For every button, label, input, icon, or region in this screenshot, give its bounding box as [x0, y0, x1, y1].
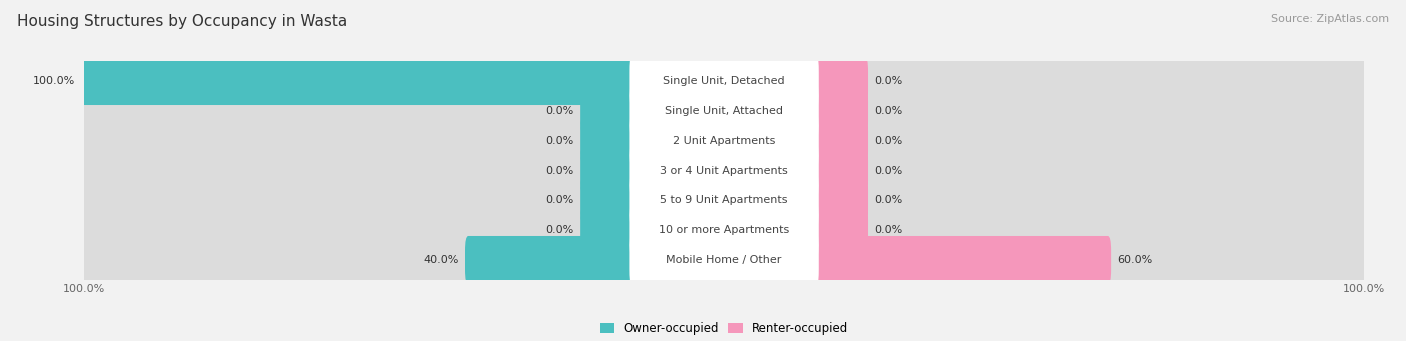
Text: 5 to 9 Unit Apartments: 5 to 9 Unit Apartments: [661, 195, 787, 205]
Text: Housing Structures by Occupancy in Wasta: Housing Structures by Occupancy in Wasta: [17, 14, 347, 29]
Text: 0.0%: 0.0%: [875, 76, 903, 86]
Text: Mobile Home / Other: Mobile Home / Other: [666, 255, 782, 265]
FancyBboxPatch shape: [630, 137, 818, 204]
Text: 0.0%: 0.0%: [875, 136, 903, 146]
FancyBboxPatch shape: [581, 146, 638, 195]
FancyBboxPatch shape: [630, 227, 818, 293]
FancyBboxPatch shape: [82, 57, 638, 105]
Text: 3 or 4 Unit Apartments: 3 or 4 Unit Apartments: [661, 165, 787, 176]
FancyBboxPatch shape: [581, 87, 638, 135]
FancyBboxPatch shape: [810, 176, 868, 225]
FancyBboxPatch shape: [630, 107, 818, 174]
Text: Single Unit, Detached: Single Unit, Detached: [664, 76, 785, 86]
FancyBboxPatch shape: [79, 197, 1369, 264]
Text: 0.0%: 0.0%: [875, 195, 903, 205]
Text: 0.0%: 0.0%: [546, 106, 574, 116]
FancyBboxPatch shape: [810, 236, 1111, 284]
Text: 2 Unit Apartments: 2 Unit Apartments: [673, 136, 775, 146]
Legend: Owner-occupied, Renter-occupied: Owner-occupied, Renter-occupied: [600, 322, 848, 335]
FancyBboxPatch shape: [810, 116, 868, 165]
Text: 0.0%: 0.0%: [875, 165, 903, 176]
Text: 10 or more Apartments: 10 or more Apartments: [659, 225, 789, 235]
Text: 0.0%: 0.0%: [546, 165, 574, 176]
FancyBboxPatch shape: [810, 87, 868, 135]
Text: Source: ZipAtlas.com: Source: ZipAtlas.com: [1271, 14, 1389, 24]
Text: 0.0%: 0.0%: [546, 195, 574, 205]
FancyBboxPatch shape: [79, 137, 1369, 204]
FancyBboxPatch shape: [630, 48, 818, 114]
FancyBboxPatch shape: [79, 77, 1369, 144]
Text: 60.0%: 60.0%: [1118, 255, 1153, 265]
Text: 0.0%: 0.0%: [875, 225, 903, 235]
Text: 40.0%: 40.0%: [423, 255, 458, 265]
FancyBboxPatch shape: [79, 167, 1369, 234]
FancyBboxPatch shape: [630, 167, 818, 234]
FancyBboxPatch shape: [79, 227, 1369, 293]
Text: 0.0%: 0.0%: [546, 136, 574, 146]
Text: 100.0%: 100.0%: [32, 76, 75, 86]
FancyBboxPatch shape: [630, 77, 818, 144]
FancyBboxPatch shape: [465, 236, 638, 284]
Text: 0.0%: 0.0%: [546, 225, 574, 235]
FancyBboxPatch shape: [581, 116, 638, 165]
FancyBboxPatch shape: [581, 176, 638, 225]
FancyBboxPatch shape: [79, 48, 1369, 114]
FancyBboxPatch shape: [79, 107, 1369, 174]
Text: Single Unit, Attached: Single Unit, Attached: [665, 106, 783, 116]
FancyBboxPatch shape: [581, 206, 638, 254]
FancyBboxPatch shape: [810, 57, 868, 105]
Text: 0.0%: 0.0%: [875, 106, 903, 116]
FancyBboxPatch shape: [630, 197, 818, 264]
FancyBboxPatch shape: [810, 146, 868, 195]
FancyBboxPatch shape: [810, 206, 868, 254]
